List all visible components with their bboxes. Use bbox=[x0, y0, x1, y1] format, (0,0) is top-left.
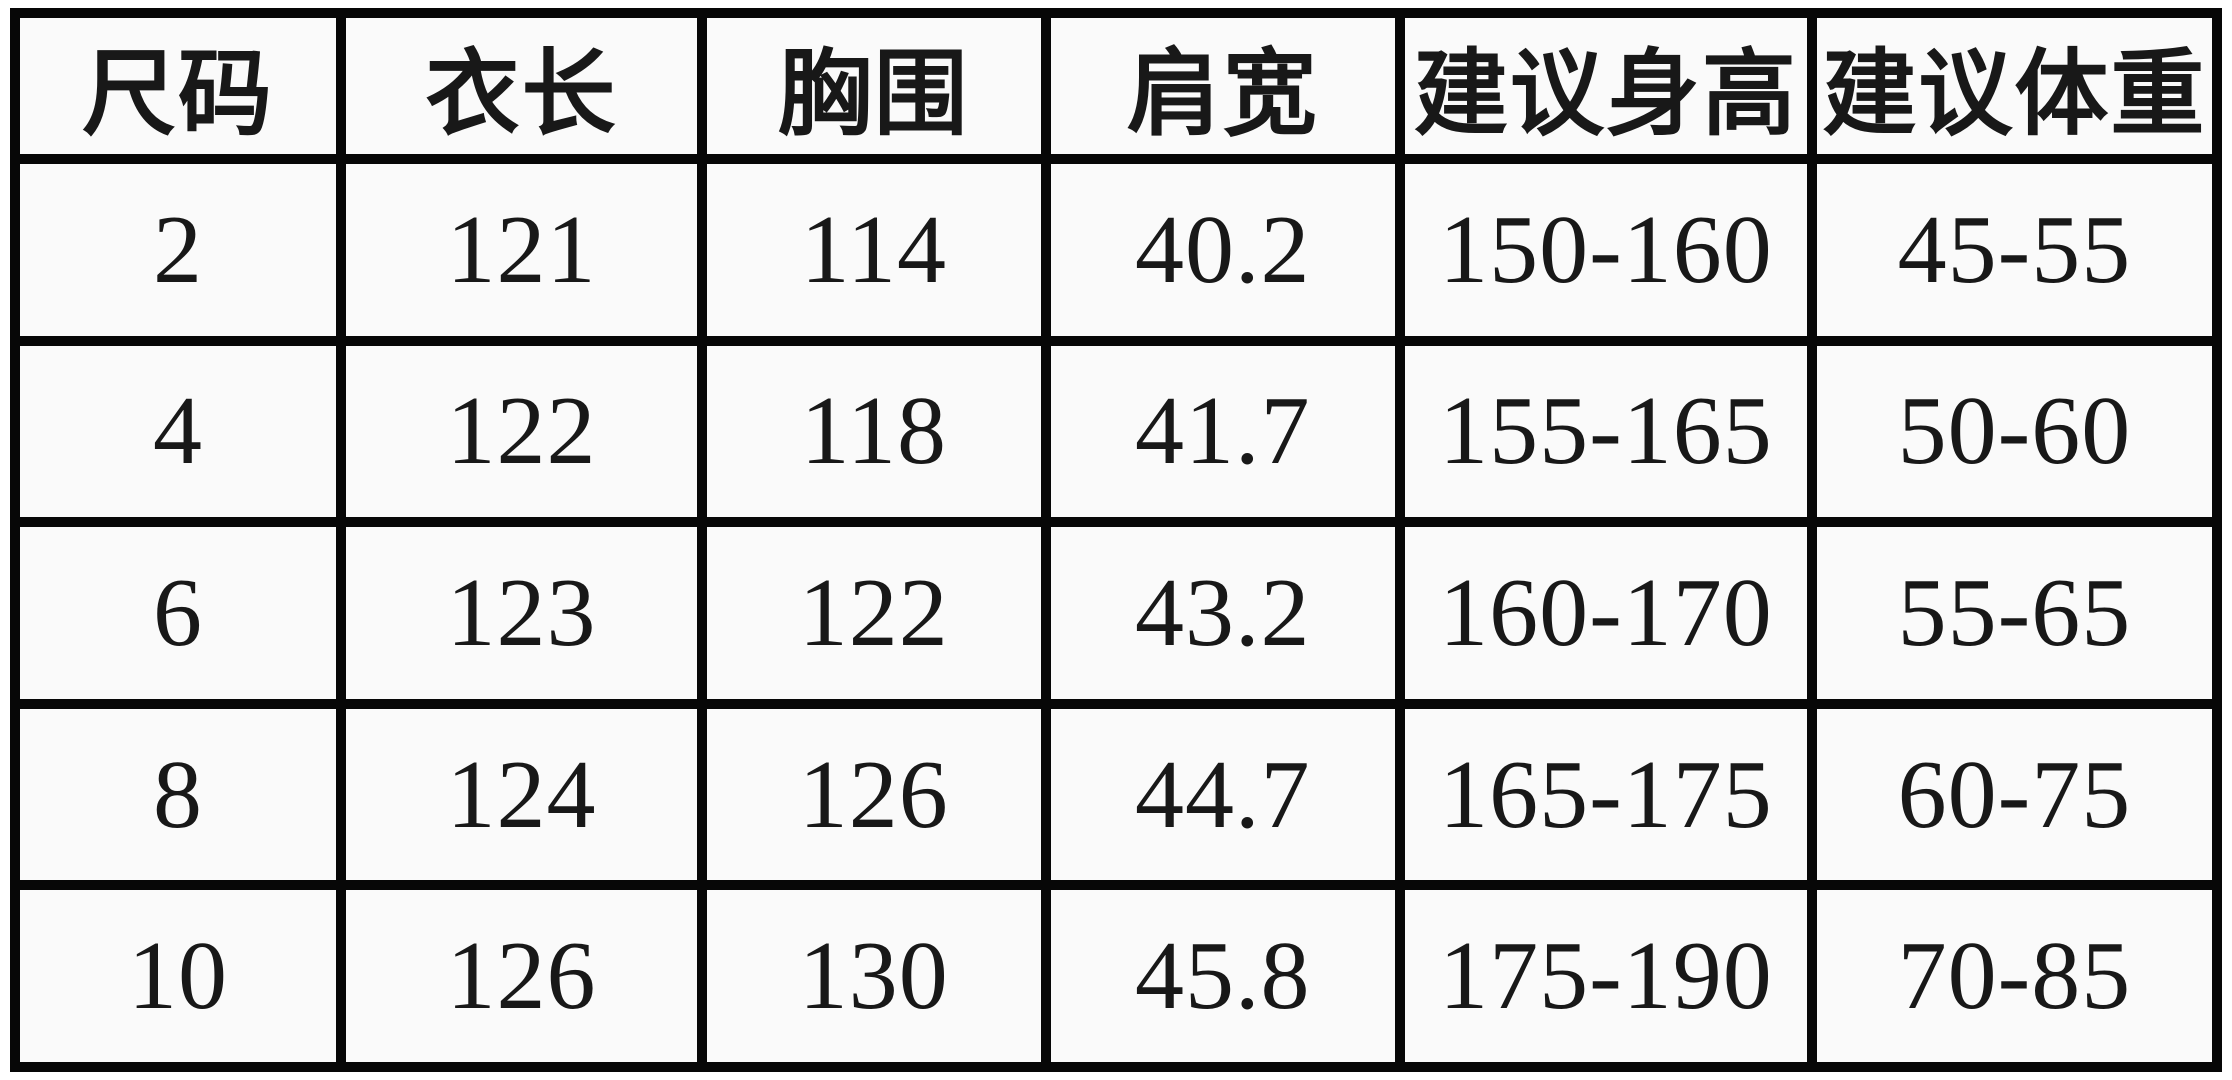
cell-shoulder-width: 45.8 bbox=[1040, 880, 1406, 1072]
cell-garment-length: 122 bbox=[335, 335, 708, 528]
table-row: 10 126 130 45.8 175-190 70-85 bbox=[10, 880, 2223, 1072]
cell-chest: 114 bbox=[697, 154, 1051, 346]
cell-shoulder-width: 41.7 bbox=[1040, 335, 1406, 528]
cell-shoulder-width: 44.7 bbox=[1040, 698, 1406, 891]
cell-suggested-weight: 60-75 bbox=[1806, 698, 2223, 891]
cell-chest: 122 bbox=[697, 517, 1051, 709]
cell-size: 10 bbox=[10, 880, 346, 1072]
cell-suggested-height: 150-160 bbox=[1395, 154, 1817, 346]
header-suggested-weight: 建议体重 bbox=[1806, 8, 2223, 164]
cell-size: 2 bbox=[10, 154, 346, 346]
header-garment-length: 衣长 bbox=[335, 8, 708, 164]
table-row: 6 123 122 43.2 160-170 55-65 bbox=[10, 517, 2223, 709]
cell-suggested-weight: 45-55 bbox=[1806, 154, 2223, 346]
cell-shoulder-width: 43.2 bbox=[1040, 517, 1406, 709]
cell-chest: 118 bbox=[697, 335, 1051, 528]
header-size: 尺码 bbox=[10, 8, 346, 164]
table-row: 2 121 114 40.2 150-160 45-55 bbox=[10, 154, 2223, 346]
cell-garment-length: 123 bbox=[335, 517, 708, 709]
size-chart-table: 尺码 衣长 胸围 肩宽 建议身高 建议体重 2 121 114 40.2 150… bbox=[10, 8, 2223, 1072]
cell-size: 8 bbox=[10, 698, 346, 891]
cell-garment-length: 126 bbox=[335, 880, 708, 1072]
cell-shoulder-width: 40.2 bbox=[1040, 154, 1406, 346]
cell-chest: 130 bbox=[697, 880, 1051, 1072]
header-shoulder-width: 肩宽 bbox=[1040, 8, 1406, 164]
cell-garment-length: 124 bbox=[335, 698, 708, 891]
cell-suggested-weight: 70-85 bbox=[1806, 880, 2223, 1072]
cell-garment-length: 121 bbox=[335, 154, 708, 346]
cell-size: 6 bbox=[10, 517, 346, 709]
cell-suggested-height: 155-165 bbox=[1395, 335, 1817, 528]
table-row: 8 124 126 44.7 165-175 60-75 bbox=[10, 698, 2223, 891]
header-suggested-height: 建议身高 bbox=[1395, 8, 1817, 164]
cell-suggested-weight: 55-65 bbox=[1806, 517, 2223, 709]
header-row: 尺码 衣长 胸围 肩宽 建议身高 建议体重 bbox=[10, 8, 2223, 164]
cell-suggested-weight: 50-60 bbox=[1806, 335, 2223, 528]
header-chest: 胸围 bbox=[697, 8, 1051, 164]
table-row: 4 122 118 41.7 155-165 50-60 bbox=[10, 335, 2223, 528]
cell-size: 4 bbox=[10, 335, 346, 528]
cell-suggested-height: 175-190 bbox=[1395, 880, 1817, 1072]
cell-suggested-height: 160-170 bbox=[1395, 517, 1817, 709]
cell-chest: 126 bbox=[697, 698, 1051, 891]
cell-suggested-height: 165-175 bbox=[1395, 698, 1817, 891]
